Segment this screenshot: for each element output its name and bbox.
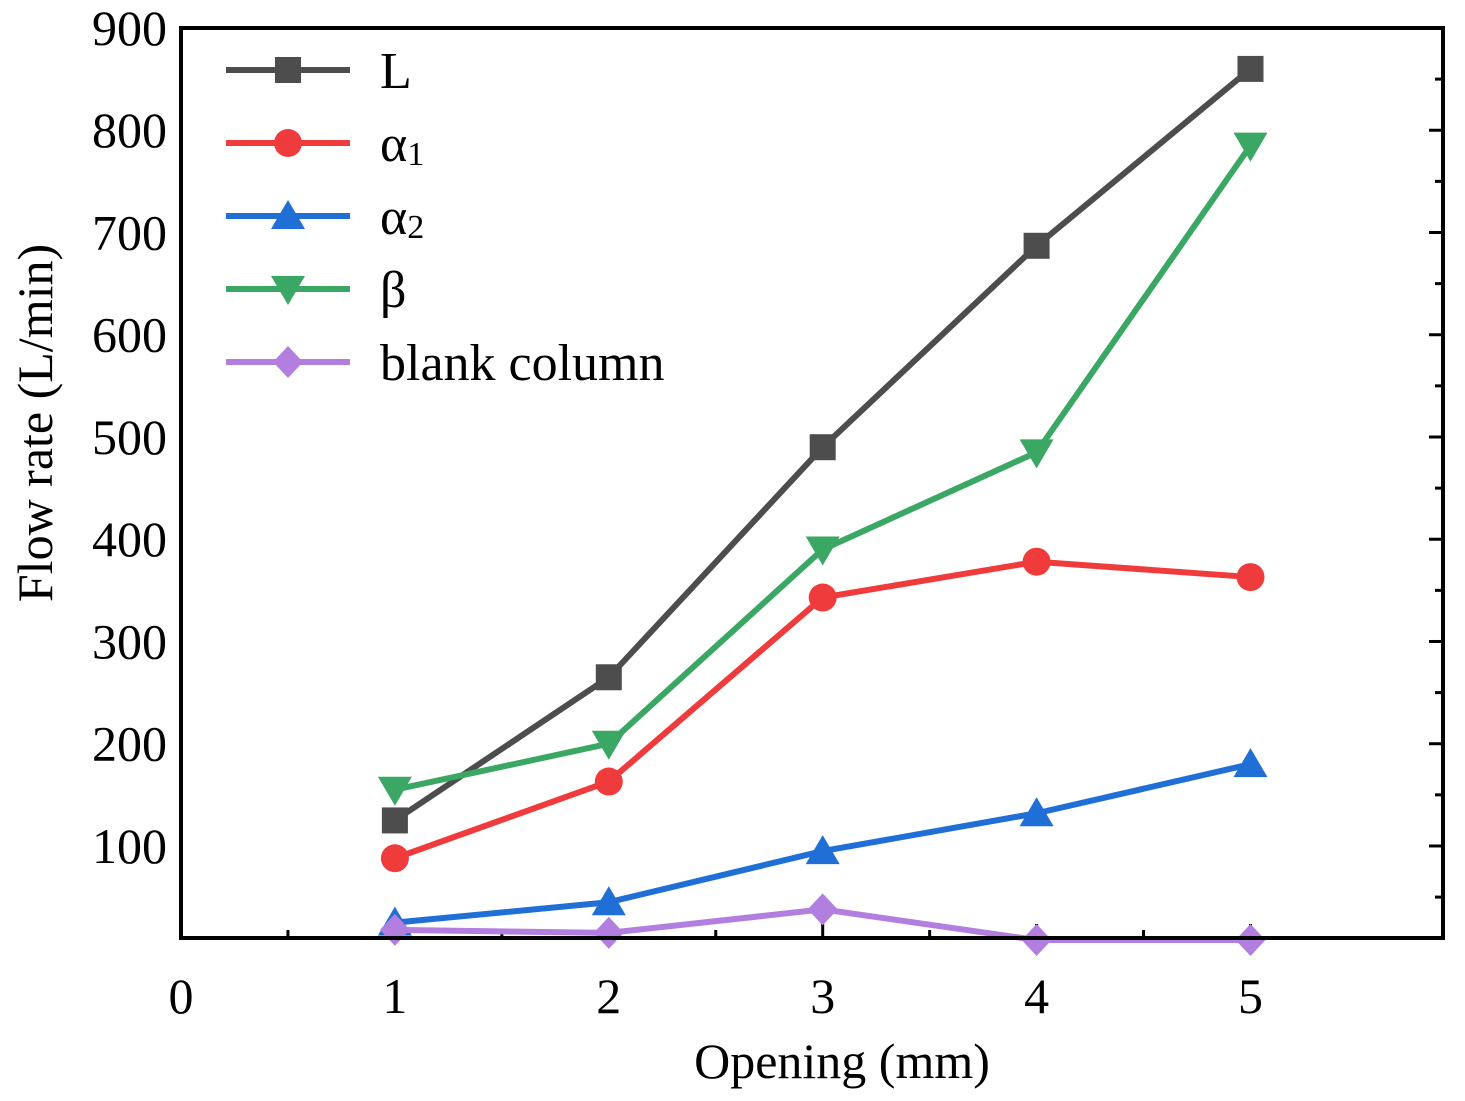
- data-point: [591, 886, 626, 916]
- series-α1: [380, 547, 1265, 873]
- x-tick-label: 2: [596, 968, 621, 1024]
- legend-marker: [273, 346, 303, 378]
- data-point: [1233, 132, 1268, 162]
- x-tick-label: 4: [1024, 968, 1049, 1024]
- legend-marker: [275, 57, 301, 83]
- legend-label: α1: [380, 116, 424, 173]
- x-tick-label: 1: [382, 968, 407, 1024]
- data-point: [807, 893, 838, 926]
- data-point: [593, 916, 624, 949]
- legend-item: blank column: [226, 335, 665, 392]
- data-point: [1236, 563, 1265, 592]
- legend-label: β: [380, 262, 406, 319]
- legend-item: L: [226, 43, 412, 100]
- data-point: [381, 807, 408, 834]
- data-point: [1023, 232, 1050, 259]
- y-tick-label: 500: [92, 409, 167, 465]
- legend-item: α2: [226, 189, 424, 246]
- data-point: [809, 434, 836, 461]
- x-tick-label: 5: [1238, 968, 1263, 1024]
- data-point: [1019, 439, 1054, 469]
- y-tick-label: 800: [92, 102, 167, 158]
- plot-frame: [179, 26, 1445, 940]
- data-point: [379, 913, 410, 946]
- series-blank-column: [379, 893, 1266, 957]
- data-point: [1021, 924, 1052, 957]
- legend-label: α2: [380, 189, 424, 246]
- data-point: [1235, 924, 1266, 957]
- y-tick-label: 900: [92, 0, 167, 56]
- data-point: [1019, 797, 1054, 827]
- data-point: [595, 664, 622, 691]
- data-point: [594, 767, 623, 796]
- data-point: [805, 835, 840, 865]
- legend-label: blank column: [380, 335, 665, 392]
- x-axis-title: Opening (mm): [694, 1033, 990, 1089]
- y-tick-label: 300: [92, 613, 167, 669]
- data-point: [808, 583, 837, 612]
- plot-series: [377, 55, 1268, 957]
- data-point: [1233, 748, 1268, 778]
- y-tick-label: 400: [92, 511, 167, 567]
- legend-marker: [271, 200, 305, 229]
- legend-item: β: [226, 262, 406, 319]
- tick-labels: 0 1 2 3 4 5 100 200 300 400 500 600 700 800 900: [92, 0, 1263, 1024]
- legend-marker: [274, 129, 302, 157]
- data-point: [380, 844, 409, 873]
- legend-label: L: [380, 43, 412, 100]
- legend: Lα1 α2 β blank column: [226, 43, 665, 392]
- data-point: [1022, 547, 1051, 576]
- y-tick-label: 700: [92, 204, 167, 260]
- series-line: [394, 143, 1253, 793]
- axis-ticks: [179, 26, 1443, 938]
- legend-item: α1: [226, 116, 424, 173]
- legend-marker: [271, 276, 305, 305]
- y-tick-label: 600: [92, 307, 167, 363]
- y-tick-label: 200: [92, 716, 167, 772]
- x-tick-label: 0: [169, 968, 194, 1024]
- series-β: [377, 132, 1268, 806]
- y-tick-label: 100: [92, 818, 167, 874]
- y-axis-title: Flow rate (L/min): [7, 244, 63, 602]
- data-point: [591, 730, 626, 760]
- data-point: [805, 536, 840, 566]
- x-tick-label: 3: [810, 968, 835, 1024]
- data-point: [1237, 55, 1264, 82]
- data-point: [377, 776, 412, 806]
- series-L: [381, 55, 1264, 834]
